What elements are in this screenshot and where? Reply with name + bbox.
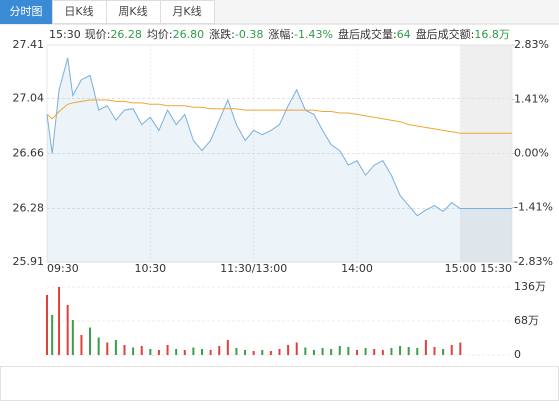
quote-label: 均价:: [147, 28, 173, 41]
volume-bar: [51, 315, 54, 355]
y2-tick-label: -1.41%: [514, 201, 553, 214]
volume-bar: [364, 348, 367, 355]
quote-label: 盘后成交量:: [338, 27, 397, 41]
quote-label: 盘后成交额:: [416, 27, 475, 41]
volume-bar: [356, 350, 358, 355]
volume-bar: [175, 349, 178, 355]
volume-bar: [442, 349, 445, 355]
quote-time: 15:30: [49, 28, 81, 41]
volume-bar: [312, 350, 315, 355]
volume-bar: [80, 335, 83, 355]
tab[interactable]: 分时图: [10, 5, 43, 18]
tab[interactable]: 周K线: [118, 4, 147, 18]
volume-bar: [416, 348, 419, 355]
y-tick-label: 26.66: [13, 147, 45, 160]
volume-bar: [381, 350, 384, 355]
volume-bar: [201, 349, 203, 355]
quote-line: 15:30 现价:26.28 均价:26.80 涨跌:-0.38 涨幅:-1.43% 盘后…: [49, 27, 510, 41]
volume-bar: [192, 347, 195, 355]
price-area: [47, 58, 512, 262]
y2-tick-label: -2.83%: [514, 255, 553, 268]
volume-bar: [149, 349, 152, 355]
volume-bar: [407, 347, 410, 355]
volume-bar: [226, 340, 229, 355]
x-tick-label: 11:30/13:00: [220, 262, 287, 275]
volume-bar: [66, 305, 69, 355]
tab[interactable]: 月K线: [172, 4, 201, 18]
volume-bar: [269, 351, 272, 355]
quote-label: 涨幅:: [268, 28, 294, 41]
volume-bar: [157, 350, 160, 355]
tab[interactable]: 日K线: [64, 4, 93, 18]
volume-bar: [89, 327, 92, 355]
volume-bar: [433, 347, 436, 355]
y-tick-label: 0: [514, 348, 521, 361]
volume-bar: [132, 347, 135, 355]
volume-bar: [347, 347, 350, 355]
y-tick-label: 27.04: [13, 92, 45, 105]
volume-bar: [209, 350, 212, 355]
x-tick-label: 15:00: [445, 262, 477, 275]
volume-bar: [338, 346, 341, 355]
volume-bar: [373, 349, 376, 355]
volume-bar: [183, 350, 186, 355]
volume-bar: [261, 350, 264, 355]
average-line: [46, 99, 512, 134]
volume-bar: [399, 346, 402, 355]
x-tick-label: 09:30: [47, 262, 79, 275]
volume-bar: [106, 342, 109, 355]
quote-label: 涨跌:: [209, 27, 235, 41]
volume-bar: [97, 337, 100, 355]
quote-value: 26.28: [110, 28, 142, 41]
volume-bar: [218, 346, 221, 355]
volume-bar: [114, 340, 117, 355]
y-tick-label: 26.28: [13, 201, 45, 214]
volume-bar: [459, 342, 462, 355]
bottom-panel: [0, 366, 559, 401]
volume-bar: [278, 349, 281, 355]
y2-tick-label: 1.41%: [514, 92, 549, 105]
quote-label: 现价:: [85, 28, 111, 41]
volume-bar: [58, 287, 61, 355]
volume-bar: [450, 345, 453, 355]
volume-bar: [287, 345, 290, 355]
y2-tick-label: 0.00%: [514, 147, 549, 160]
y-tick-label: 136万: [514, 280, 546, 293]
volume-bar: [140, 346, 143, 355]
quote-value: -1.43%: [294, 28, 333, 41]
volume-bar: [71, 320, 74, 355]
quote-value: 64: [397, 28, 411, 41]
quote-value: 26.80: [173, 28, 205, 41]
price-line: [46, 57, 512, 217]
tab-active-bg: [0, 0, 52, 24]
quote-value: -0.38: [235, 28, 263, 41]
volume-bar: [235, 348, 238, 355]
volume-bar: [295, 342, 298, 355]
x-tick-label: 15:30: [480, 262, 512, 275]
volume-bar: [166, 345, 169, 355]
volume-bar: [390, 348, 393, 355]
tab-bg: [160, 0, 215, 24]
x-tick-label: 14:00: [341, 262, 373, 275]
y2-tick-label: 2.83%: [514, 38, 549, 51]
volume-bar: [123, 345, 126, 355]
volume-bar: [424, 340, 427, 355]
volume-bar: [244, 350, 247, 355]
y-tick-label: 25.91: [13, 255, 45, 268]
volume-bar: [304, 347, 307, 355]
volume-bar: [252, 351, 255, 355]
y-tick-label: 27.41: [13, 38, 45, 51]
volume-bar: [321, 348, 324, 355]
y-tick-label: 68万: [514, 314, 539, 327]
volume-bar: [330, 349, 333, 355]
x-tick-label: 10:30: [134, 262, 166, 275]
quote-value: 16.8万: [474, 28, 510, 41]
volume-bar: [46, 295, 48, 355]
